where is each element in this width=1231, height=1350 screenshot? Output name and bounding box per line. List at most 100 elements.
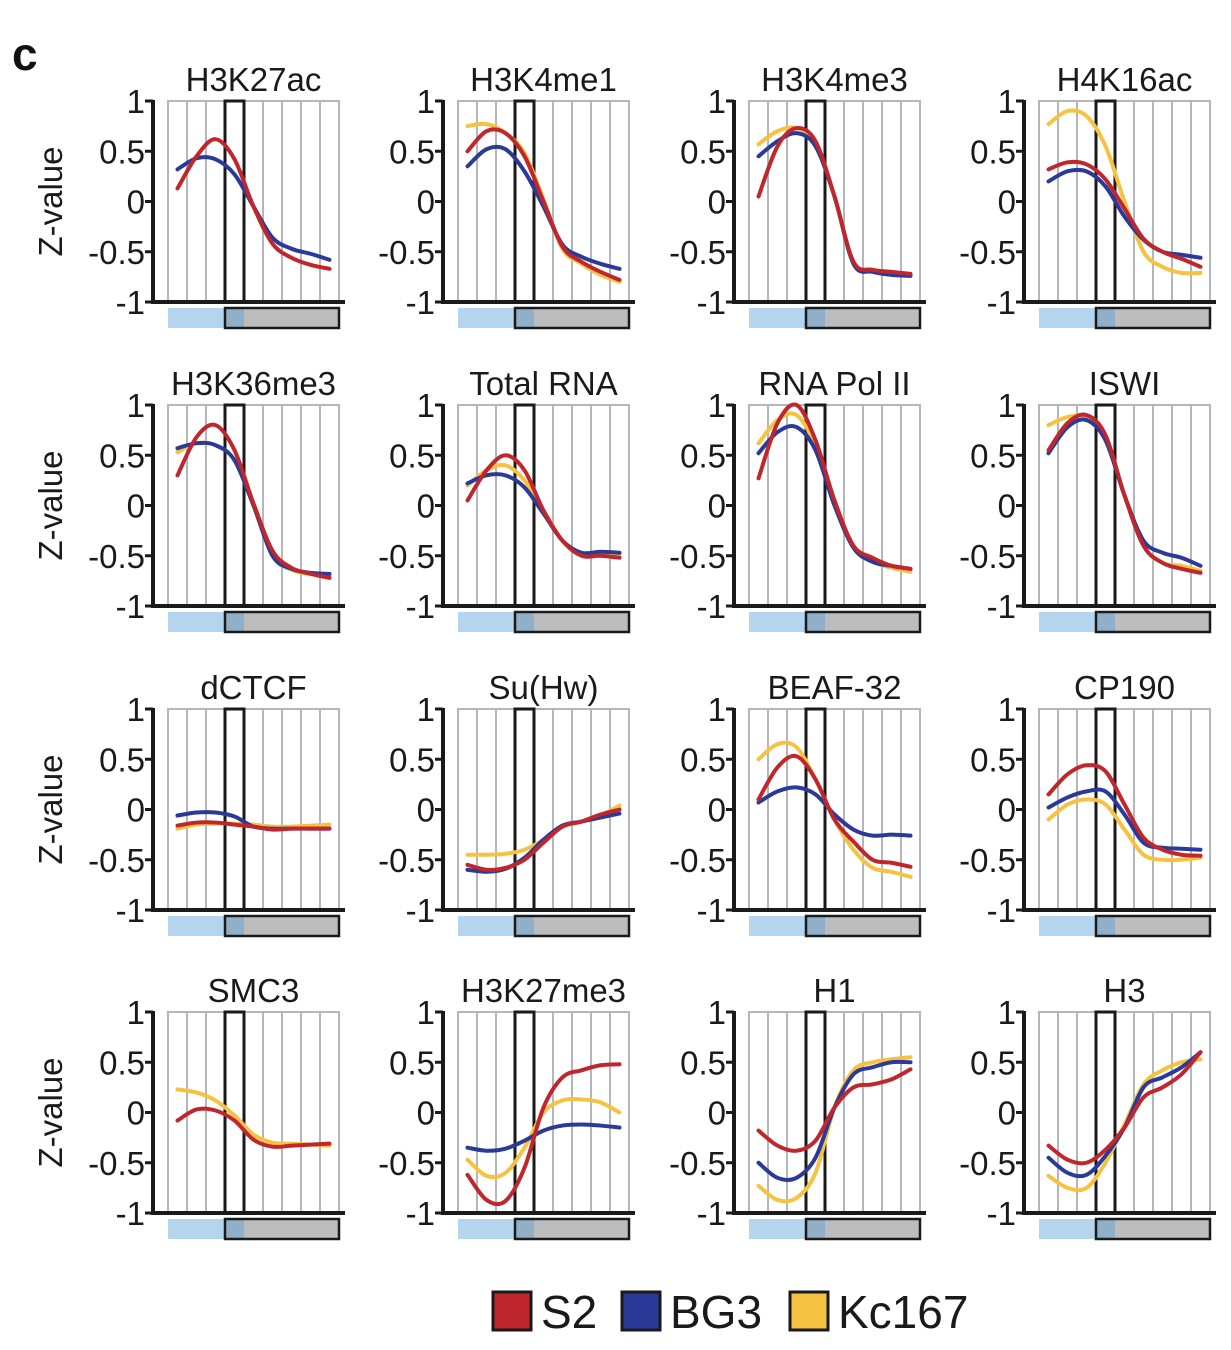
panel-title: H3K27ac bbox=[186, 61, 322, 98]
y-tick-label: 0 bbox=[708, 1095, 726, 1132]
y-tick-label: 1 bbox=[417, 387, 435, 424]
y-tick-label: -1 bbox=[697, 284, 726, 321]
y-tick-label: 1 bbox=[998, 994, 1016, 1031]
track-bar-outline bbox=[1094, 914, 1212, 938]
y-tick-label: -0.5 bbox=[378, 538, 435, 575]
panel-h3k27me3: H3K27me3 1 0.5 0 -0.5 -1 bbox=[378, 972, 635, 1241]
track-bar-downstream bbox=[225, 308, 339, 328]
highlight-bin-box bbox=[223, 99, 246, 304]
y-tick-label: -0.5 bbox=[959, 1145, 1016, 1182]
highlight-bin-box bbox=[513, 403, 536, 608]
y-tick-label: -1 bbox=[406, 284, 435, 321]
y-tick-label: 0 bbox=[998, 184, 1016, 221]
y-tick-label: 0.5 bbox=[99, 437, 145, 474]
y-tick-label: 0.5 bbox=[970, 437, 1016, 474]
panel-title: H3K4me1 bbox=[470, 61, 617, 98]
track-bar-outline bbox=[804, 1217, 922, 1241]
panel-smc3: SMC3 1 0.5 0 -0.5 -1 Z-value bbox=[32, 972, 345, 1241]
grid-box bbox=[457, 404, 630, 607]
y-tick-label: -1 bbox=[116, 284, 145, 321]
track-bar-downstream bbox=[1096, 916, 1210, 936]
panel-title: H4K16ac bbox=[1057, 61, 1193, 98]
y-tick-label: 0 bbox=[417, 488, 435, 525]
track-bar-downstream bbox=[515, 916, 629, 936]
highlight-bin-box bbox=[804, 707, 827, 912]
y-tick-label: 0.5 bbox=[970, 741, 1016, 778]
y-tick-label: 0.5 bbox=[99, 741, 145, 778]
series-line-s2 bbox=[1046, 763, 1203, 858]
panel-title: Total RNA bbox=[469, 365, 618, 402]
panel-h3k27ac: H3K27ac 1 0.5 0 -0.5 -1 Z-value bbox=[32, 61, 345, 330]
panel-title: dCTCF bbox=[200, 669, 306, 706]
y-tick-label: 0.5 bbox=[970, 1044, 1016, 1081]
y-tick-label: 1 bbox=[998, 83, 1016, 120]
track-bar-overlap bbox=[225, 1219, 244, 1239]
track-bar-overlap bbox=[225, 612, 244, 632]
series-line-s2 bbox=[756, 1067, 913, 1153]
panel-title: Su(Hw) bbox=[488, 669, 598, 706]
track-bar-downstream bbox=[515, 308, 629, 328]
y-tick-label: 0.5 bbox=[99, 133, 145, 170]
panel-title: H3K36me3 bbox=[171, 365, 336, 402]
grid-box bbox=[1038, 1011, 1211, 1214]
track-bar-outline bbox=[1094, 610, 1212, 634]
y-tick-label: 1 bbox=[998, 691, 1016, 728]
y-tick-label: -1 bbox=[406, 892, 435, 929]
track-bar-overlap bbox=[225, 916, 244, 936]
track-bar-outline bbox=[223, 1217, 341, 1241]
track-bar-outline bbox=[804, 306, 922, 330]
y-tick-label: 0 bbox=[417, 792, 435, 829]
track-bar-overlap bbox=[806, 612, 825, 632]
y-tick-label: -0.5 bbox=[959, 538, 1016, 575]
y-tick-label: -1 bbox=[116, 1195, 145, 1232]
y-tick-label: 1 bbox=[708, 387, 726, 424]
series-line-bg3 bbox=[1046, 1050, 1203, 1179]
y-axis-label: Z-value bbox=[32, 754, 69, 864]
track-bar-overlap bbox=[515, 612, 534, 632]
legend-swatch-s2 bbox=[491, 1290, 533, 1332]
y-tick-label: -0.5 bbox=[88, 538, 145, 575]
panel-total-rna: Total RNA 1 0.5 0 -0.5 -1 bbox=[378, 365, 635, 634]
series-line-bg3 bbox=[465, 144, 622, 271]
series-line-kc167 bbox=[1046, 797, 1203, 863]
panel-title: H3K4me3 bbox=[761, 61, 908, 98]
track-bar-downstream bbox=[806, 308, 920, 328]
series-line-bg3 bbox=[756, 785, 913, 838]
y-tick-label: -1 bbox=[697, 892, 726, 929]
panel-title: CP190 bbox=[1074, 669, 1175, 706]
y-tick-label: 1 bbox=[708, 994, 726, 1031]
y-tick-label: -0.5 bbox=[669, 1145, 726, 1182]
panel-h3k4me3: H3K4me3 1 0.5 0 -0.5 -1 bbox=[669, 61, 926, 330]
panel-title: H3 bbox=[1103, 972, 1145, 1009]
track-bar-overlap bbox=[225, 308, 244, 328]
track-bar-overlap bbox=[806, 1219, 825, 1239]
y-tick-label: -0.5 bbox=[378, 234, 435, 271]
panel-h3: H3 1 0.5 0 -0.5 -1 bbox=[959, 972, 1216, 1241]
track-bar-outline bbox=[804, 610, 922, 634]
y-tick-label: 0 bbox=[127, 792, 145, 829]
y-tick-label: 1 bbox=[127, 691, 145, 728]
series-line-s2 bbox=[756, 753, 913, 869]
track-bar-downstream bbox=[1096, 308, 1210, 328]
y-tick-label: -1 bbox=[406, 1195, 435, 1232]
y-tick-label: -1 bbox=[987, 1195, 1016, 1232]
y-tick-label: -1 bbox=[987, 284, 1016, 321]
grid-box bbox=[748, 708, 921, 911]
grid-box bbox=[1038, 708, 1211, 911]
panel-h3k4me1: H3K4me1 1 0.5 0 -0.5 -1 bbox=[378, 61, 635, 330]
highlight-bin-box bbox=[513, 99, 536, 304]
series-line-s2 bbox=[1046, 412, 1203, 575]
y-tick-label: 0.5 bbox=[389, 437, 435, 474]
y-tick-label: 0 bbox=[127, 1095, 145, 1132]
y-tick-label: 0 bbox=[998, 1095, 1016, 1132]
panel-label: c bbox=[12, 28, 38, 80]
y-tick-label: -1 bbox=[697, 1195, 726, 1232]
y-tick-label: -0.5 bbox=[88, 842, 145, 879]
y-tick-label: 0.5 bbox=[680, 1044, 726, 1081]
highlight-bin-box bbox=[223, 1010, 246, 1215]
track-bar-overlap bbox=[515, 916, 534, 936]
panel-iswi: ISWI 1 0.5 0 -0.5 -1 bbox=[959, 365, 1216, 634]
y-tick-label: -0.5 bbox=[88, 1145, 145, 1182]
legend: S2 BG3 Kc167 bbox=[491, 1286, 968, 1338]
y-tick-label: -0.5 bbox=[88, 234, 145, 271]
